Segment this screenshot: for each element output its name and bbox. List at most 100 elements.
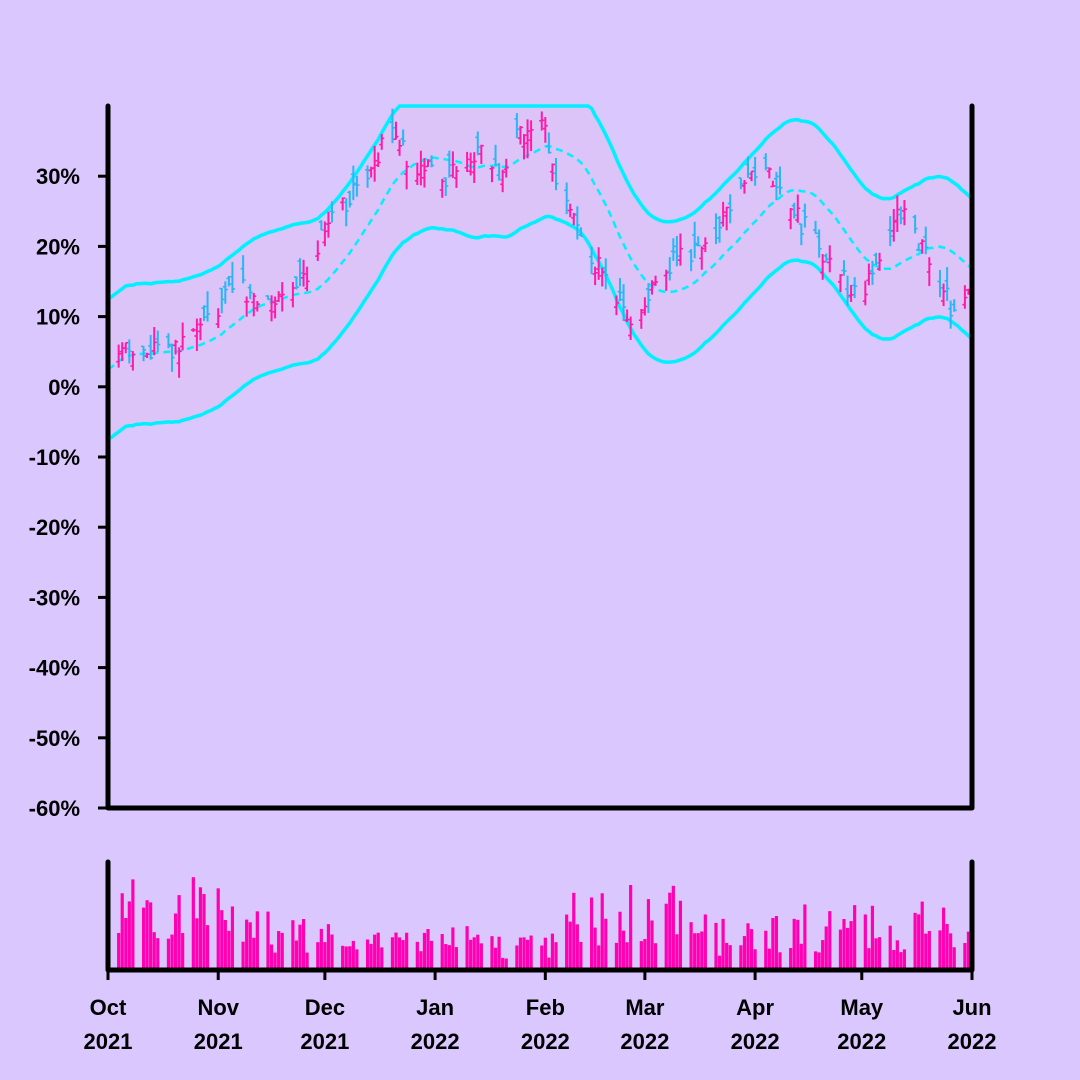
volume-bar xyxy=(124,917,128,970)
ohlc-bar xyxy=(375,152,381,168)
volume-bar xyxy=(543,937,547,970)
volume-bar xyxy=(170,934,174,970)
ohlc-bar xyxy=(215,308,221,329)
ohlc-bar xyxy=(350,165,356,201)
x-tick-label-year: 2021 xyxy=(300,1029,349,1054)
ohlc-bar xyxy=(197,317,203,341)
volume-bar xyxy=(341,945,345,970)
x-tick-label-year: 2021 xyxy=(84,1029,133,1054)
volume-bar xyxy=(714,922,718,970)
volume-bar xyxy=(629,884,633,970)
x-tick-label-month: May xyxy=(840,995,884,1020)
ohlc-bar xyxy=(254,300,260,312)
ohlc-bar xyxy=(365,165,371,188)
moving-average-line xyxy=(107,144,973,370)
volume-bar xyxy=(650,920,654,970)
volume-bar xyxy=(419,951,423,970)
volume-bar xyxy=(117,932,121,970)
ohlc-bar xyxy=(741,179,747,194)
ohlc-bar xyxy=(269,295,275,322)
ohlc-bar xyxy=(962,285,968,309)
volume-bar xyxy=(614,942,619,970)
ohlc-bar xyxy=(297,258,303,287)
volume-bar xyxy=(575,924,579,970)
volume-bar xyxy=(166,938,171,970)
ohlc-bar xyxy=(795,194,801,223)
volume-bar xyxy=(764,930,768,970)
volume-bar xyxy=(255,911,259,970)
ohlc-bar xyxy=(325,211,331,238)
x-tick-label-year: 2022 xyxy=(948,1029,997,1054)
ohlc-bar xyxy=(503,158,509,178)
volume-bar xyxy=(917,914,921,970)
ohlc-bar xyxy=(813,220,819,235)
volume-bar xyxy=(330,934,334,970)
ohlc-bar xyxy=(663,269,669,291)
ohlc-bar xyxy=(699,246,705,270)
volume-bar xyxy=(625,942,629,970)
ohlc-bar xyxy=(276,291,282,303)
ohlc-bar xyxy=(229,261,235,293)
volume-bar xyxy=(525,939,530,970)
x-tick-label-month: Mar xyxy=(625,995,665,1020)
ohlc-bar xyxy=(272,296,278,319)
volume-bar xyxy=(895,940,899,970)
volume-bar xyxy=(867,948,871,970)
ohlc-bar xyxy=(862,280,868,306)
volume-bar xyxy=(454,947,459,970)
ohlc-bar xyxy=(389,108,395,144)
volume-bar xyxy=(230,906,235,970)
ohlc-bar xyxy=(674,235,680,267)
volume-bar xyxy=(803,904,807,970)
ohlc-bar xyxy=(788,208,794,230)
x-tick-label-year: 2022 xyxy=(620,1029,669,1054)
ohlc-bar xyxy=(471,152,477,183)
volume-bar xyxy=(892,949,896,970)
volume-bar xyxy=(778,952,782,970)
volume-axes xyxy=(105,859,975,973)
volume-bar xyxy=(828,911,832,970)
ohlc-bar xyxy=(873,252,879,266)
volume-bar xyxy=(874,938,878,970)
ohlc-bar xyxy=(354,175,360,197)
volume-bar xyxy=(870,905,875,970)
ohlc-bar xyxy=(425,159,431,168)
volume-bar xyxy=(405,932,409,970)
volume-bar xyxy=(440,934,444,970)
volume-bar xyxy=(913,912,917,970)
ohlc-bar xyxy=(948,300,954,329)
volume-bar xyxy=(653,943,658,970)
ohlc-bar xyxy=(439,178,445,198)
x-axis-ticks: Oct 2021 Nov 2021 Dec 2021 Jan 2022 Feb 2022 Mar 20… xyxy=(84,970,997,1054)
volume-bar xyxy=(742,936,747,970)
ohlc-bar xyxy=(621,284,627,321)
volume-bar xyxy=(789,947,793,970)
y-tick-label: -10% xyxy=(29,445,80,470)
ohlc-bar xyxy=(464,151,470,173)
volume-bar xyxy=(493,947,498,970)
volume-bar xyxy=(565,914,569,970)
volume-bar xyxy=(344,946,348,970)
ohlc-bar xyxy=(542,117,548,143)
ohlc-bar xyxy=(823,253,829,263)
ohlc-bar xyxy=(912,214,918,234)
ohlc-bar xyxy=(489,166,495,183)
volume-bar xyxy=(444,944,448,970)
ohlc-bar xyxy=(173,339,179,355)
ohlc-bar xyxy=(123,341,129,354)
ohlc-bar xyxy=(304,266,310,292)
y-tick-label: -60% xyxy=(29,796,80,821)
volume-bar xyxy=(490,936,494,970)
ohlc-bar xyxy=(201,305,207,321)
ohlc-bar xyxy=(852,277,858,299)
ohlc-bar xyxy=(837,274,843,293)
ohlc-bar xyxy=(688,249,694,272)
ohlc-bar xyxy=(599,267,605,287)
lower-band-line xyxy=(107,214,974,441)
band-fill xyxy=(108,106,972,439)
volume-bar xyxy=(280,932,284,970)
ohlc-bar xyxy=(546,132,552,154)
volume-bar xyxy=(355,949,359,970)
ohlc-bar xyxy=(446,150,452,178)
ohlc-bar xyxy=(521,134,527,160)
